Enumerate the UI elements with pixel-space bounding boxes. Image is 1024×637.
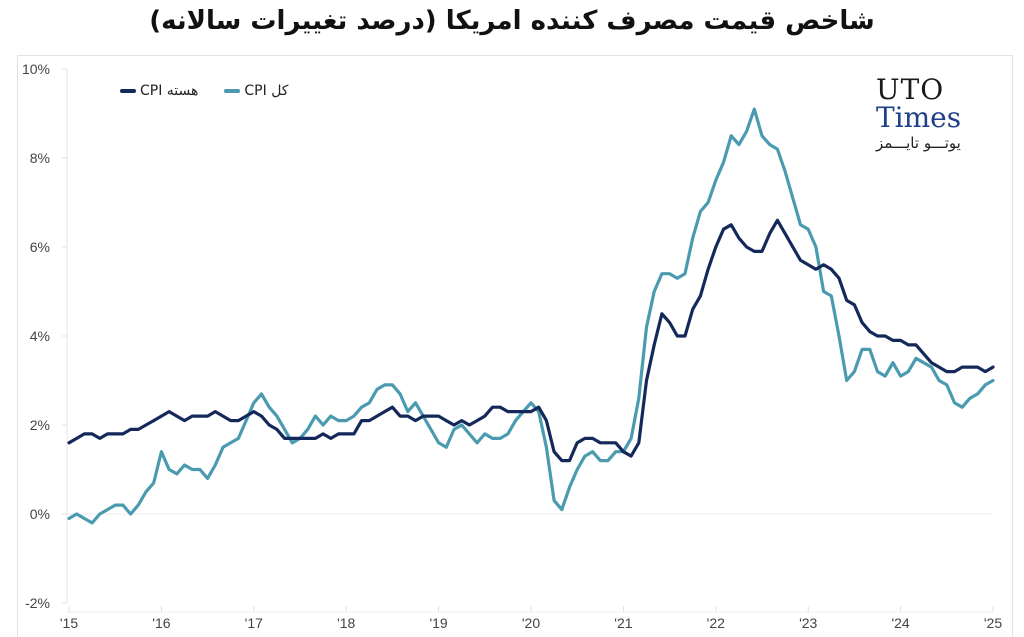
- x-tick-label: '16: [152, 615, 170, 631]
- logo-persian: یوتـــو تایـــمز: [876, 134, 961, 152]
- x-tick-label: '15: [60, 615, 78, 631]
- uto-times-logo: UTO Times یوتـــو تایـــمز: [876, 73, 1006, 153]
- x-tick-label: '17: [245, 615, 263, 631]
- x-tick-label: '23: [799, 615, 817, 631]
- series-lines: [67, 107, 995, 525]
- x-tick-label: '22: [707, 615, 725, 631]
- legend-swatch-core-icon: [120, 89, 136, 93]
- x-tick-label: '25: [984, 615, 1002, 631]
- x-tick-label: '18: [337, 615, 355, 631]
- x-tick-label: '20: [522, 615, 540, 631]
- core-cpi-line: [67, 218, 995, 463]
- legend-label-core: CPI هسته: [140, 83, 199, 99]
- y-tick-label: 10%: [22, 61, 50, 77]
- x-tick-label: '21: [614, 615, 632, 631]
- chart-title: شاخص قیمت مصرف کننده امریکا (درصد تغییرا…: [149, 6, 875, 36]
- x-tick-label: '19: [429, 615, 447, 631]
- legend: CPI هسته CPI کل: [120, 83, 288, 99]
- y-tick-label: 2%: [30, 417, 50, 433]
- y-tick-label: 4%: [30, 328, 50, 344]
- y-axis: 10% 8% 6% 4% 2% 0% -2%: [22, 61, 993, 611]
- y-tick-label: -2%: [25, 595, 50, 611]
- chart-frame: [17, 55, 1013, 637]
- legend-label-headline: CPI کل: [244, 83, 289, 99]
- y-tick-label: 6%: [30, 239, 50, 255]
- logo-times: Times: [876, 101, 962, 134]
- x-axis: '15 '16 '17 '18 '19 '20 '21 '22 '23 '24 '25: [60, 606, 1002, 631]
- logo-uto: UTO: [876, 73, 945, 106]
- legend-item-headline-cpi: CPI کل: [224, 83, 288, 99]
- y-tick-label: 0%: [30, 506, 50, 522]
- headline-cpi-line: [67, 107, 995, 525]
- x-tick-label: '24: [891, 615, 909, 631]
- legend-swatch-headline-icon: [224, 89, 241, 93]
- y-tick-label: 8%: [30, 150, 50, 166]
- legend-item-core-cpi: CPI هسته: [120, 83, 198, 99]
